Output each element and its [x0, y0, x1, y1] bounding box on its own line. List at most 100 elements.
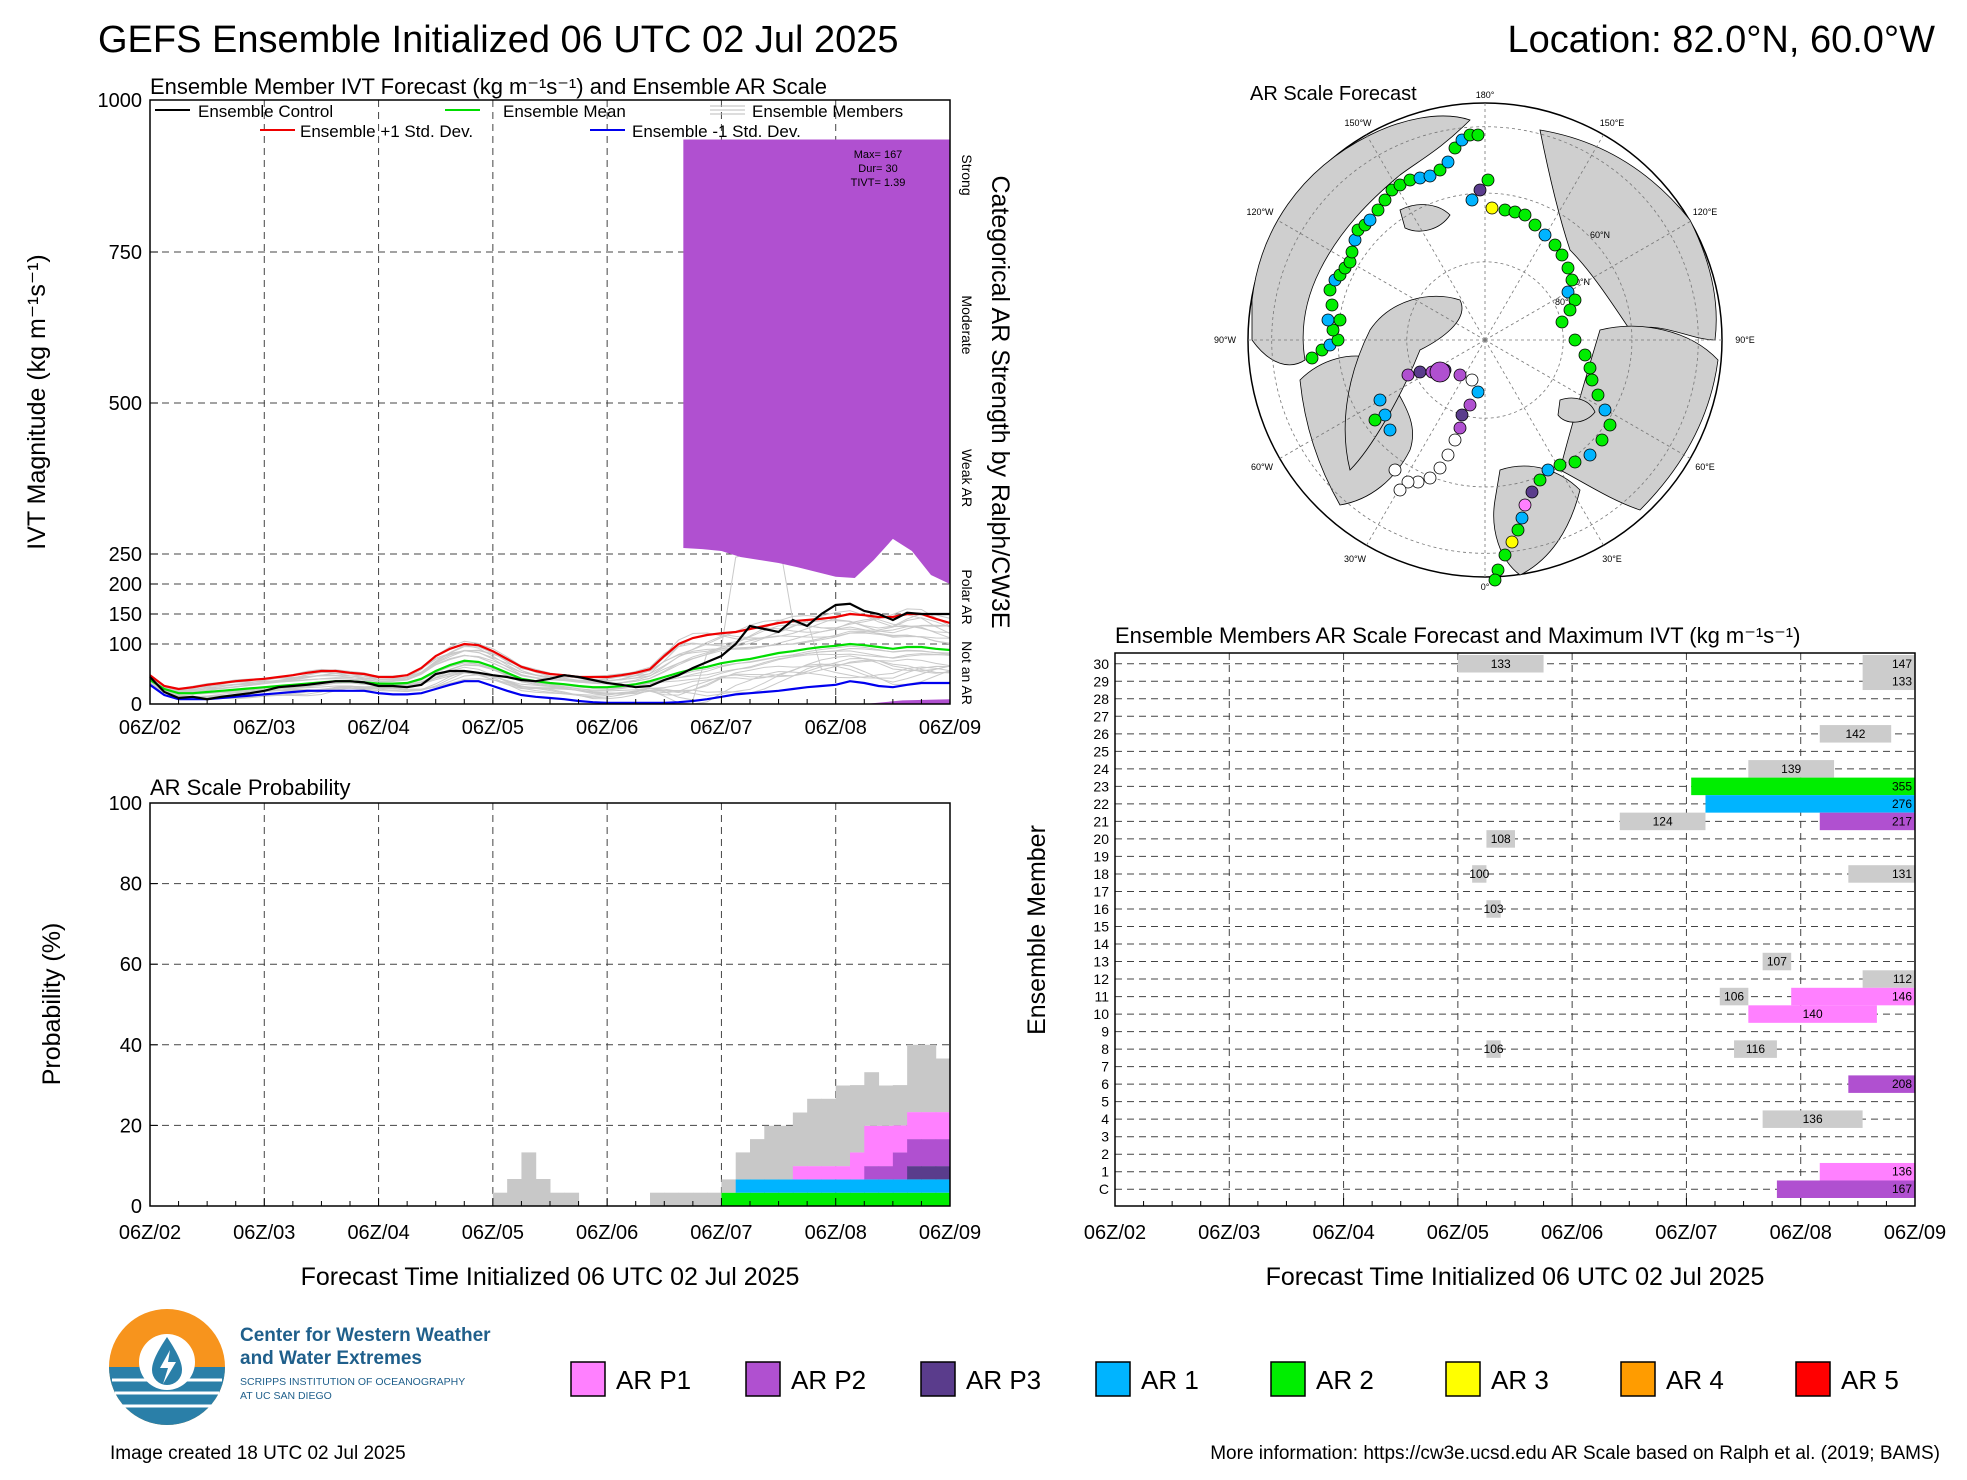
ar-track-dot: [1528, 218, 1542, 232]
prob-bar-ar-2: [764, 1192, 780, 1206]
prob-bar-ar-1: [921, 1179, 937, 1193]
latitude-circle: [1271, 126, 1699, 554]
legend-swatch-ar-p3: [920, 1361, 956, 1397]
prob-bar-ar-p1: [907, 1112, 922, 1140]
member-bar: [1862, 970, 1915, 988]
ar-track-dot: [1368, 413, 1382, 427]
prob-bar-ar-p1: [850, 1152, 865, 1180]
ivt-ytick-label: 100: [109, 634, 142, 656]
member-bar: [1486, 830, 1515, 848]
ar-track-dot: [1578, 348, 1592, 362]
legend-label-ar-1: AR 1: [1141, 1365, 1199, 1395]
ar-track-dot: [1603, 418, 1617, 432]
legend-label-ar-3: AR 3: [1491, 1365, 1549, 1395]
member-xtick-label: 06Z/04: [1312, 1222, 1374, 1244]
ar-track-dot: [1453, 421, 1467, 435]
cat-not-ar: Not an AR: [959, 641, 975, 705]
legend-swatch-ar-3: [1445, 1361, 1481, 1397]
ar-track-dot: [1305, 351, 1319, 365]
prob-bar-non-ar-member-gray-: [935, 1058, 951, 1113]
cat-moderate: Moderate: [959, 295, 975, 354]
ar-track-dot: [1448, 433, 1462, 447]
member-bar-label: 106: [1484, 1042, 1504, 1056]
prob-bar-ar-2: [735, 1192, 751, 1206]
member-ytick-label: 21: [1093, 813, 1109, 829]
legend-swatch-ar-5: [1795, 1361, 1831, 1397]
member-bar-label: 217: [1892, 814, 1912, 828]
ivt-ytick-label: 200: [109, 574, 142, 596]
land-siberia-east: [1539, 129, 1717, 341]
prob-ytick-label: 20: [120, 1115, 142, 1137]
prob-bar-non-ar-member-gray-: [764, 1125, 780, 1180]
member-ytick-label: 6: [1101, 1076, 1109, 1092]
org-name-2: and Water Extremes: [240, 1348, 422, 1369]
ar-track-dot: [1321, 313, 1335, 327]
ivt-stats-box: Max= 167 Dur= 30 TIVT= 1.39: [851, 149, 906, 189]
legend-label-ar-4: AR 4: [1666, 1365, 1724, 1395]
prob-bar-ar-p2: [878, 1166, 894, 1180]
member-ytick-label: 15: [1093, 919, 1109, 935]
prob-bar-ar-p3: [935, 1166, 951, 1180]
prob-bar-ar-1: [892, 1179, 908, 1193]
member-bar-label: 136: [1803, 1112, 1823, 1126]
land-north-america-west: [1251, 115, 1471, 366]
member-xtick-label: 06Z/09: [1884, 1222, 1946, 1244]
members-panel: Ensemble Members AR Scale Forecast and M…: [1023, 623, 1946, 1291]
prob-bar-non-ar-member-gray-: [707, 1192, 722, 1206]
prob-bar-non-ar-member-gray-: [507, 1178, 522, 1206]
prob-bar-non-ar-member-gray-: [850, 1085, 865, 1153]
ar-track-dot: [1363, 213, 1377, 227]
map-label: 0°: [1481, 582, 1490, 592]
member-bar: [1486, 900, 1501, 918]
ar-track-dot: [1583, 361, 1597, 375]
prob-bar-ar-1: [878, 1179, 894, 1193]
ivt-xtick-label: 06Z/08: [805, 717, 867, 739]
ivt-ytick-label: 1000: [98, 90, 143, 112]
ivt-xtick-label: 06Z/09: [919, 717, 981, 739]
member-bar-label: 147: [1892, 657, 1912, 671]
member-xtick-label: 06Z/05: [1427, 1222, 1489, 1244]
ivt-xtick-label: 06Z/05: [462, 717, 524, 739]
ar-track-dot: [1591, 388, 1605, 402]
prob-bar-ar-2: [778, 1192, 794, 1206]
prob-bar-non-ar-member-gray-: [835, 1085, 851, 1167]
ar-track-dot: [1541, 463, 1555, 477]
ar-track-dot: [1525, 485, 1539, 499]
prob-bar-ar-2: [807, 1192, 822, 1206]
member-bar: [1762, 952, 1792, 971]
member-bar-label: 167: [1892, 1182, 1912, 1196]
org-name-3: SCRIPPS INSTITUTION OF OCEANOGRAPHY: [240, 1376, 465, 1388]
ivt-panel: Ensemble Member IVT Forecast (kg m⁻¹s⁻¹)…: [23, 74, 1014, 739]
stat-duration: Dur= 30: [858, 163, 897, 175]
legend-mean: Ensemble Mean: [503, 102, 626, 121]
map-label: 120°W: [1246, 207, 1274, 217]
location-label: Location: 82.0°N, 60.0°W: [1507, 19, 1935, 61]
legend-members: Ensemble Members: [752, 102, 903, 121]
member-bar-label: 106: [1724, 990, 1744, 1004]
ivt-ar-shading: [683, 139, 950, 704]
member-bar-label: 103: [1484, 902, 1504, 916]
ar-track-dot: [1463, 398, 1477, 412]
legend-swatch-ar-1: [1095, 1361, 1131, 1397]
member-bar: [1691, 777, 1915, 796]
member-ytick-label: 24: [1093, 761, 1109, 777]
more-info: More information: https://cw3e.ucsd.edu …: [1210, 1443, 1940, 1464]
ivt-xtick-label: 06Z/04: [347, 717, 409, 739]
ar-track-dot: [1583, 448, 1597, 462]
prob-xtick-label: 06Z/05: [462, 1222, 524, 1244]
map-label: 120°E: [1693, 207, 1718, 217]
map-label: 60°N: [1590, 230, 1610, 240]
member-bar: [1457, 655, 1544, 673]
member-ytick-label: 25: [1093, 743, 1109, 759]
ar-track-dot: [1373, 393, 1387, 407]
legend-label-ar-p1: AR P1: [616, 1365, 691, 1395]
member-ytick-label: 14: [1093, 936, 1109, 952]
member-bar: [1848, 865, 1915, 883]
ivt-title: Ensemble Member IVT Forecast (kg m⁻¹s⁻¹)…: [150, 74, 827, 99]
member-ytick-label: 10: [1093, 1006, 1109, 1022]
member-ytick-label: 30: [1093, 656, 1109, 672]
prob-bar-ar-p2: [935, 1139, 951, 1167]
member-bar: [1862, 672, 1915, 691]
members-bars: 133 147 133 142 139 355 276 124 217 108 100 131 103 1…: [1457, 655, 1915, 1198]
